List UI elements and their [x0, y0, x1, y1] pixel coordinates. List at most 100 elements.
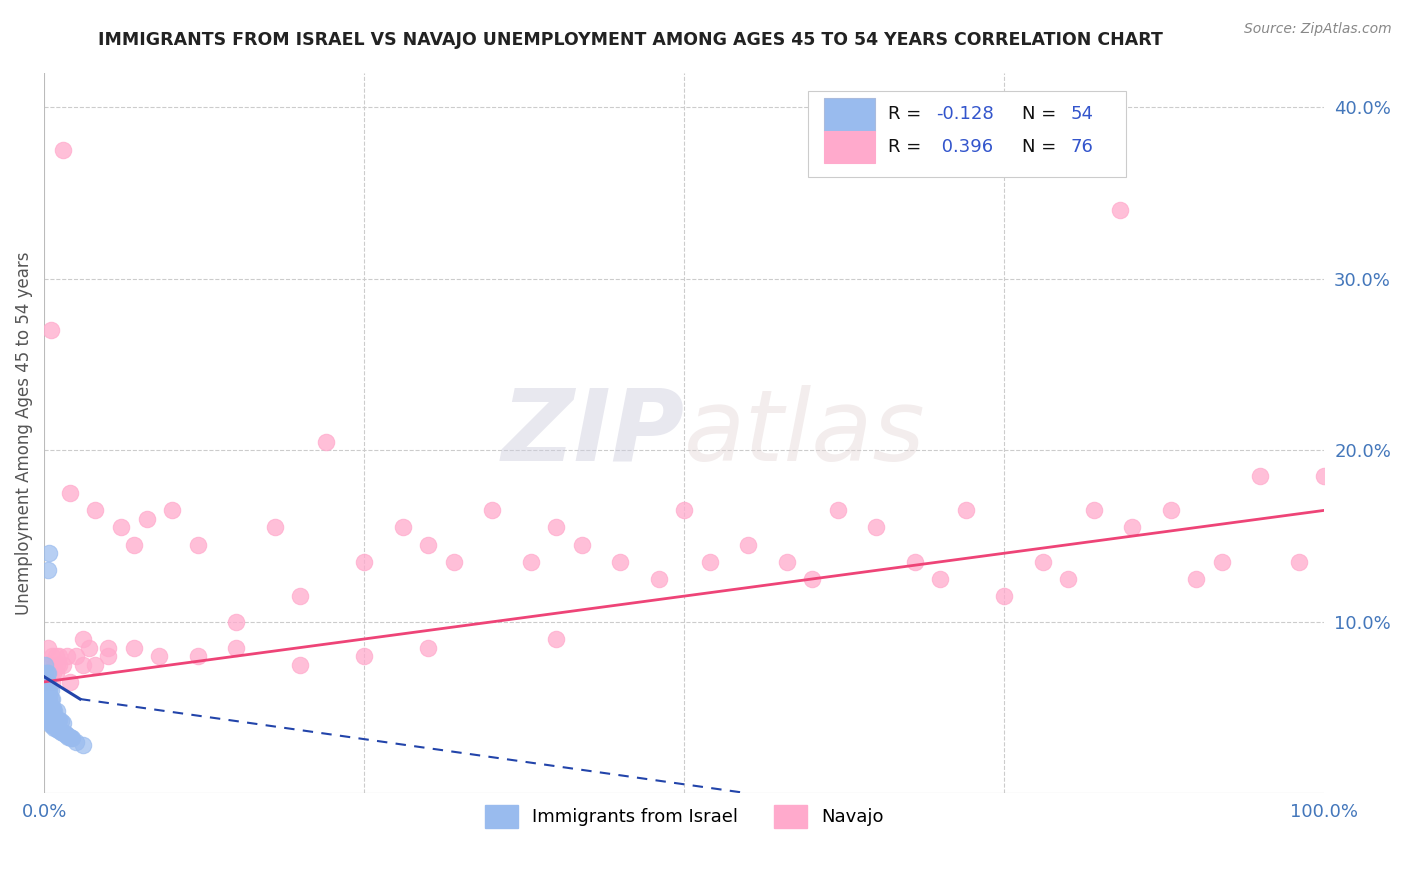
Point — [41, 700, 63, 714]
Point — [45, 657, 67, 672]
Point — [45, 666, 67, 681]
Point — [48, 713, 70, 727]
Point — [37, 666, 59, 681]
Point — [84, 657, 107, 672]
Point — [39, 666, 62, 681]
Text: 54: 54 — [1071, 105, 1094, 123]
Point — [135, 512, 157, 526]
Point — [1249, 469, 1271, 483]
Legend: Immigrants from Israel, Navajo: Immigrants from Israel, Navajo — [478, 798, 891, 835]
Point — [34, 674, 56, 689]
Point — [1313, 469, 1336, 483]
Point — [993, 589, 1015, 603]
Point — [1083, 503, 1105, 517]
Point — [37, 674, 59, 689]
Point — [34, 666, 56, 681]
Point — [673, 503, 696, 517]
Point — [571, 538, 593, 552]
Point — [52, 726, 75, 740]
Point — [37, 692, 59, 706]
Point — [122, 640, 145, 655]
Point — [39, 717, 62, 731]
Point — [1288, 555, 1310, 569]
Point — [39, 323, 62, 337]
Point — [955, 503, 977, 517]
Point — [59, 731, 82, 746]
Point — [58, 730, 80, 744]
Point — [865, 520, 887, 534]
Point — [97, 640, 120, 655]
Point — [37, 666, 59, 681]
Point — [35, 666, 58, 681]
Point — [647, 572, 669, 586]
Point — [160, 503, 183, 517]
Point — [52, 143, 75, 157]
Point — [38, 709, 60, 723]
Point — [59, 730, 82, 744]
Point — [48, 649, 70, 664]
Point — [481, 503, 503, 517]
Point — [315, 434, 337, 449]
Point — [546, 520, 568, 534]
Point — [56, 728, 79, 742]
Point — [35, 683, 58, 698]
Point — [122, 538, 145, 552]
Point — [42, 709, 65, 723]
Point — [443, 555, 465, 569]
Text: atlas: atlas — [685, 384, 927, 482]
Point — [225, 615, 247, 629]
Point — [827, 503, 849, 517]
Point — [72, 739, 94, 753]
Point — [51, 724, 73, 739]
Text: R =: R = — [887, 105, 927, 123]
Point — [519, 555, 541, 569]
Y-axis label: Unemployment Among Ages 45 to 54 years: Unemployment Among Ages 45 to 54 years — [15, 252, 32, 615]
Point — [52, 657, 75, 672]
Point — [288, 589, 311, 603]
Point — [1211, 555, 1233, 569]
Point — [37, 563, 59, 577]
Text: R =: R = — [887, 138, 927, 156]
Point — [55, 728, 77, 742]
Point — [45, 721, 67, 735]
Point — [353, 555, 375, 569]
Point — [38, 546, 60, 560]
Point — [929, 572, 952, 586]
Point — [45, 649, 67, 664]
Point — [44, 704, 66, 718]
Point — [353, 649, 375, 664]
Point — [1057, 572, 1080, 586]
Text: 76: 76 — [1071, 138, 1094, 156]
Point — [37, 700, 59, 714]
Point — [97, 649, 120, 664]
Point — [72, 632, 94, 646]
Point — [38, 700, 60, 714]
Point — [65, 735, 87, 749]
Point — [42, 700, 65, 714]
Text: Source: ZipAtlas.com: Source: ZipAtlas.com — [1244, 22, 1392, 37]
Point — [1032, 555, 1054, 569]
Point — [288, 657, 311, 672]
Point — [35, 666, 58, 681]
Point — [45, 704, 67, 718]
Point — [44, 721, 66, 735]
Point — [35, 692, 58, 706]
Point — [38, 683, 60, 698]
Point — [49, 714, 72, 729]
Point — [1185, 572, 1208, 586]
Text: N =: N = — [1022, 105, 1063, 123]
Point — [45, 714, 67, 729]
Point — [46, 713, 69, 727]
Point — [49, 724, 72, 739]
Point — [41, 674, 63, 689]
Point — [42, 666, 65, 681]
Point — [41, 709, 63, 723]
Text: 0.396: 0.396 — [936, 138, 994, 156]
Point — [41, 692, 63, 706]
Point — [77, 640, 100, 655]
Point — [1108, 203, 1130, 218]
Point — [39, 683, 62, 698]
Point — [65, 649, 87, 664]
Point — [72, 657, 94, 672]
Point — [37, 683, 59, 698]
